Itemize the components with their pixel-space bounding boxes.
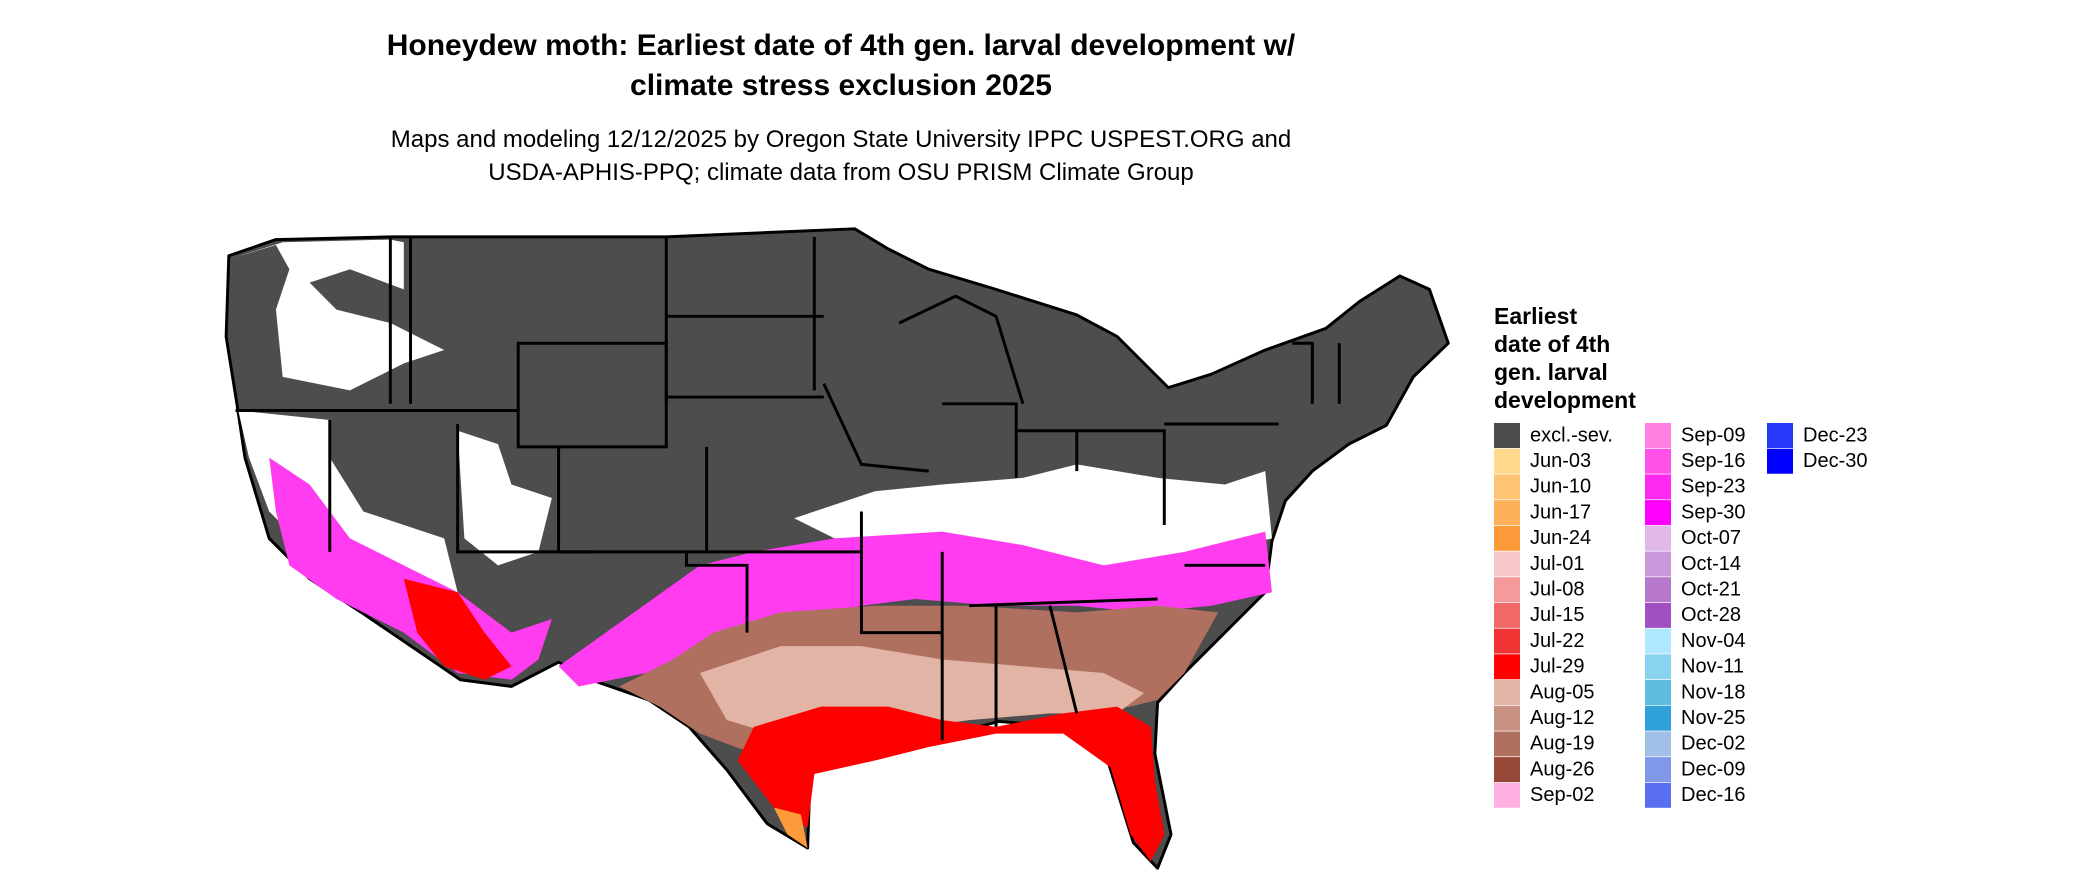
legend-swatch <box>1645 577 1671 603</box>
legend-swatch <box>1645 474 1671 500</box>
legend-label: Oct-28 <box>1681 604 1741 626</box>
legend-label: Oct-07 <box>1681 527 1741 549</box>
legend-label: Nov-25 <box>1681 707 1745 729</box>
legend-label: Dec-02 <box>1681 733 1745 755</box>
legend-swatch <box>1767 423 1793 448</box>
legend-label: Jun-24 <box>1530 527 1591 549</box>
legend-swatch <box>1494 705 1520 731</box>
legend-title: date of 4th <box>1494 331 1610 357</box>
legend-swatch <box>1645 602 1671 628</box>
legend-label: Jun-17 <box>1530 501 1591 523</box>
legend-label: Aug-26 <box>1530 758 1595 780</box>
legend-label: Jul-01 <box>1530 553 1584 575</box>
area-jul <box>403 578 512 680</box>
legend-label: Sep-09 <box>1681 424 1746 446</box>
title: climate stress exclusion 2025 <box>630 69 1052 102</box>
legend-swatch <box>1494 680 1520 705</box>
legend-swatch <box>1494 757 1520 783</box>
legend-swatch <box>1494 577 1520 603</box>
legend-swatch <box>1494 602 1520 628</box>
legend-label: Aug-19 <box>1530 733 1595 755</box>
legend-label: Jun-10 <box>1530 476 1591 498</box>
legend-label: Jul-22 <box>1530 630 1584 652</box>
area-jun <box>773 807 808 848</box>
legend-label: Aug-05 <box>1530 681 1595 703</box>
legend-swatch <box>1494 423 1520 448</box>
legend-title: development <box>1494 387 1636 413</box>
border <box>235 236 668 554</box>
legend-swatch <box>1494 654 1520 680</box>
area-none <box>794 464 1272 566</box>
legend-swatch <box>1645 731 1671 757</box>
legend-label: Sep-02 <box>1530 784 1595 806</box>
legend-swatch <box>1494 525 1520 551</box>
legend-label: Dec-23 <box>1803 424 1867 446</box>
us-map <box>224 227 1450 870</box>
header: Honeydew moth: Earliest date of 4th gen.… <box>387 29 1296 186</box>
legend-label: Dec-30 <box>1803 450 1867 472</box>
border <box>822 382 1279 608</box>
legend-label: Sep-30 <box>1681 501 1746 523</box>
legend-swatch <box>1645 500 1671 526</box>
legend-swatch <box>1645 654 1671 680</box>
legend-swatch <box>1645 551 1671 577</box>
legend-swatch <box>1494 551 1520 577</box>
title: Honeydew moth: Earliest date of 4th gen.… <box>387 29 1296 62</box>
area-sep <box>558 531 1272 687</box>
legend-label: Sep-23 <box>1681 476 1746 498</box>
area-none <box>457 430 552 566</box>
legend-swatch <box>1645 525 1671 551</box>
subtitle: USDA-APHIS-PPQ; climate data from OSU PR… <box>488 159 1194 186</box>
legend-label: Jun-03 <box>1530 450 1591 472</box>
legend-label: Sep-16 <box>1681 450 1746 472</box>
legend-label: Oct-21 <box>1681 578 1741 600</box>
legend-swatch <box>1494 628 1520 654</box>
legend-swatch <box>1645 757 1671 783</box>
legend-swatch <box>1494 448 1520 474</box>
legend-label: Dec-09 <box>1681 758 1745 780</box>
legend-label: Jul-15 <box>1530 604 1584 626</box>
legend-label: Nov-18 <box>1681 681 1745 703</box>
legend-label: Oct-14 <box>1681 553 1741 575</box>
legend-swatch <box>1645 628 1671 654</box>
legend-label: Nov-11 <box>1681 656 1744 678</box>
subtitle: Maps and modeling 12/12/2025 by Oregon S… <box>391 126 1291 153</box>
legend-title: Earliest <box>1494 303 1577 329</box>
legend-label: Nov-04 <box>1681 630 1745 652</box>
legend-swatch <box>1645 448 1671 474</box>
area-none <box>238 410 458 593</box>
border <box>898 294 1341 405</box>
legend-swatch <box>1645 705 1671 731</box>
legend-label: Dec-16 <box>1681 784 1745 806</box>
area-sep <box>269 457 552 680</box>
legend-title: gen. larval <box>1494 359 1608 385</box>
border <box>557 236 1079 741</box>
legend-swatch <box>1767 448 1793 474</box>
state-borders <box>235 236 1341 741</box>
legend-label: Jul-29 <box>1530 656 1584 678</box>
legend-swatch <box>1494 782 1520 808</box>
legend-label: excl.-sev. <box>1530 424 1613 446</box>
legend-swatch <box>1645 423 1671 448</box>
legend-swatch <box>1494 474 1520 500</box>
legend-swatch <box>1494 500 1520 526</box>
legend-label: Jul-08 <box>1530 578 1584 600</box>
legend-swatch <box>1645 782 1671 808</box>
area-jul <box>737 706 1165 862</box>
legend-swatch <box>1494 731 1520 757</box>
legend-swatch <box>1645 680 1671 705</box>
legend-label: Aug-12 <box>1530 707 1595 729</box>
